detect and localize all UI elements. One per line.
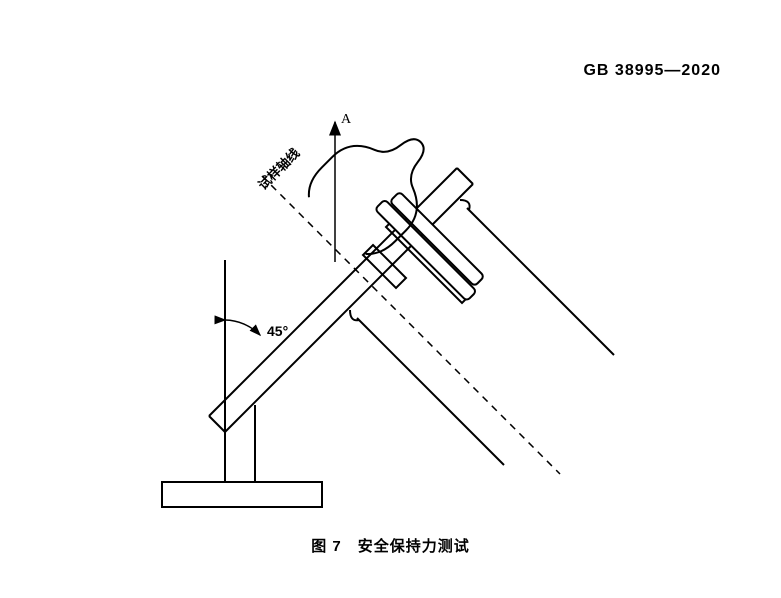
figure-diagram	[0, 0, 781, 598]
page: GB 38995—2020	[0, 0, 781, 598]
angle-label: 45°	[267, 323, 288, 339]
figure-caption: 图 7 安全保持力测试	[0, 535, 781, 556]
force-direction-label: A	[341, 112, 351, 128]
figure-number: 图 7	[311, 538, 342, 555]
figure-title: 安全保持力测试	[358, 538, 470, 555]
